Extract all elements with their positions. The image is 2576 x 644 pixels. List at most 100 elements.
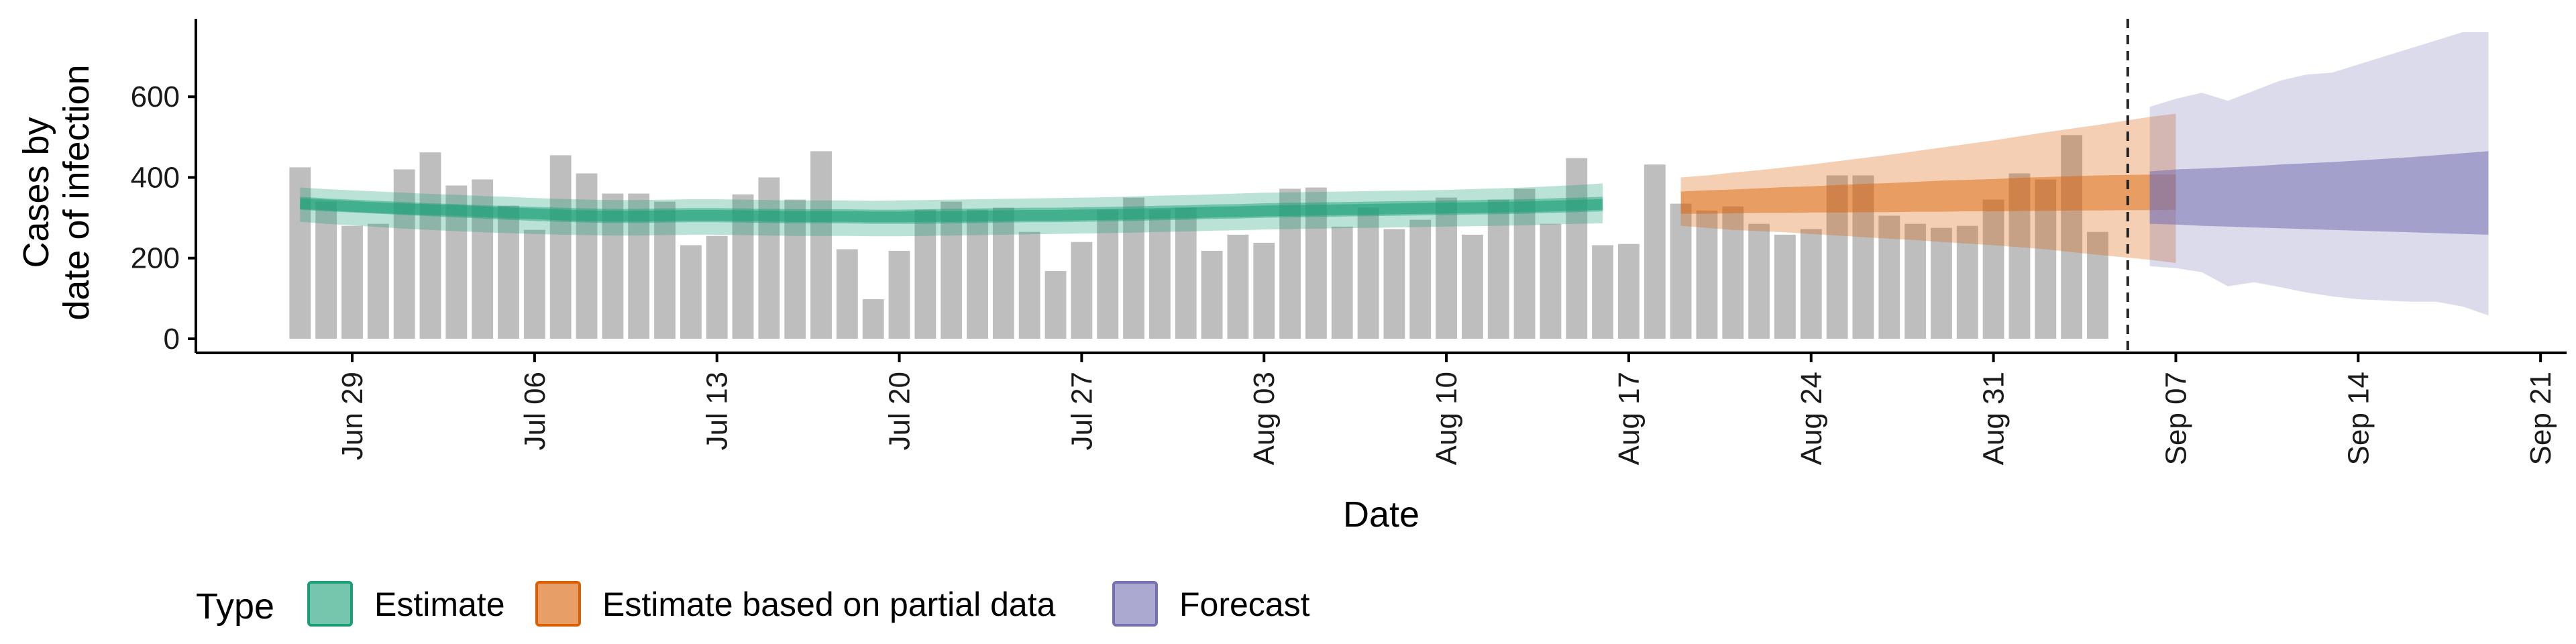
case-bar: [549, 155, 572, 339]
x-ticks: Jun 29 Jul 06 Jul 13 Jul 20 Jul 27 Aug 03 Aug …: [336, 353, 2557, 465]
case-bar: [836, 249, 858, 339]
case-bar: [1044, 270, 1067, 339]
case-bar: [1227, 234, 1249, 339]
x-tick-label: Sep 21: [2524, 372, 2557, 465]
y-axis-title-line: Cases by: [16, 117, 56, 268]
legend-title: Type: [196, 586, 274, 627]
case-bar: [1931, 227, 1952, 339]
case-bar: [1383, 229, 1405, 339]
y-tick-label: 400: [131, 161, 180, 194]
case-bar: [941, 201, 963, 339]
x-tick-label: Sep 07: [2159, 372, 2192, 465]
case-bar: [2061, 135, 2083, 339]
median-line: [299, 198, 1603, 223]
case-bar: [1826, 175, 1848, 339]
case-bar: [419, 152, 441, 339]
case-bar: [1852, 175, 1874, 339]
case-bar: [1436, 197, 1458, 339]
y-tick-label: 600: [131, 80, 180, 113]
case-bar: [367, 223, 389, 339]
case-bar: [2008, 173, 2031, 339]
ci50-band: [1680, 174, 2176, 214]
ribbons-layer: [299, 32, 2489, 316]
case-bar: [2087, 231, 2108, 339]
case-bar: [2035, 179, 2057, 339]
y-ticks: 0 200 400 600: [131, 80, 196, 356]
case-bar: [758, 177, 780, 339]
case-bar: [1670, 203, 1692, 339]
case-bar: [472, 179, 494, 339]
case-bar: [341, 225, 363, 339]
legend-swatch: [535, 581, 581, 627]
case-bar: [1253, 242, 1275, 339]
x-tick-label: Aug 10: [1430, 372, 1463, 465]
y-tick-label: 200: [131, 242, 180, 275]
legend-label: Estimate: [374, 586, 505, 623]
legend-label: Forecast: [1179, 586, 1310, 623]
case-bar: [784, 199, 806, 339]
case-bar: [393, 169, 415, 339]
case-bar: [1175, 207, 1197, 339]
legend-label: Estimate based on partial data: [602, 586, 1056, 623]
case-bar: [289, 167, 311, 339]
case-bar: [1462, 234, 1483, 339]
case-bar: [1696, 210, 1718, 339]
ci50-band: [2149, 151, 2489, 235]
case-bar: [1722, 206, 1744, 339]
x-tick-label: Jul 20: [883, 372, 916, 450]
y-tick-label: 0: [164, 323, 180, 356]
case-bar: [992, 207, 1014, 339]
x-tick-label: Aug 31: [1978, 372, 2010, 465]
x-tick-label: Aug 17: [1613, 372, 1646, 465]
case-bar: [706, 235, 728, 339]
case-bar: [576, 173, 598, 339]
x-tick-label: Jul 06: [519, 372, 551, 450]
case-bar: [523, 229, 545, 339]
x-tick-label: Jun 29: [336, 372, 369, 460]
case-bar: [1331, 226, 1353, 339]
case-bar: [1487, 199, 1509, 339]
case-bar: [1148, 209, 1171, 339]
case-bar: [914, 209, 936, 339]
case-bar: [498, 205, 519, 339]
case-bar: [1982, 199, 2004, 339]
case-bar: [1513, 189, 1536, 339]
axes-layer: [195, 19, 2567, 354]
x-tick-label: Sep 14: [2342, 372, 2375, 465]
case-bar: [1409, 219, 1432, 339]
case-bar: [654, 201, 676, 339]
case-bar: [1748, 223, 1770, 339]
case-bar: [1904, 223, 1927, 339]
x-tick-label: Jul 27: [1065, 372, 1098, 450]
ci90-band: [1680, 113, 2176, 263]
x-axis-title: Date: [1343, 494, 1419, 535]
x-tick-label: Jul 13: [701, 372, 734, 450]
x-tick-label: Aug 24: [1795, 372, 1828, 465]
case-bar: [810, 151, 832, 339]
case-bar: [1357, 207, 1379, 339]
legend-swatch: [1112, 581, 1158, 627]
legend: Type Estimate Estimate based on partial d…: [196, 581, 1310, 627]
case-bar: [1566, 158, 1588, 339]
case-bar: [1618, 244, 1640, 339]
case-bar: [1201, 250, 1223, 339]
ci90-band: [300, 183, 1603, 237]
case-bar: [1540, 223, 1562, 339]
case-bar: [1097, 209, 1119, 339]
case-bar: [888, 250, 910, 339]
case-bar: [1644, 164, 1666, 339]
case-bar: [1123, 197, 1144, 339]
case-bar: [1018, 231, 1040, 339]
y-axis-title: Cases bydate of infection: [16, 64, 97, 320]
x-tick-label: Aug 03: [1248, 372, 1281, 465]
case-bar: [1071, 241, 1093, 339]
case-bar: [862, 299, 884, 339]
case-bar: [680, 245, 702, 339]
case-bar: [1592, 245, 1614, 339]
case-bar: [1956, 225, 1978, 339]
case-bar: [1800, 229, 1822, 339]
case-bar: [1774, 234, 1796, 339]
case-bar: [315, 201, 337, 339]
case-bar: [1878, 215, 1900, 339]
